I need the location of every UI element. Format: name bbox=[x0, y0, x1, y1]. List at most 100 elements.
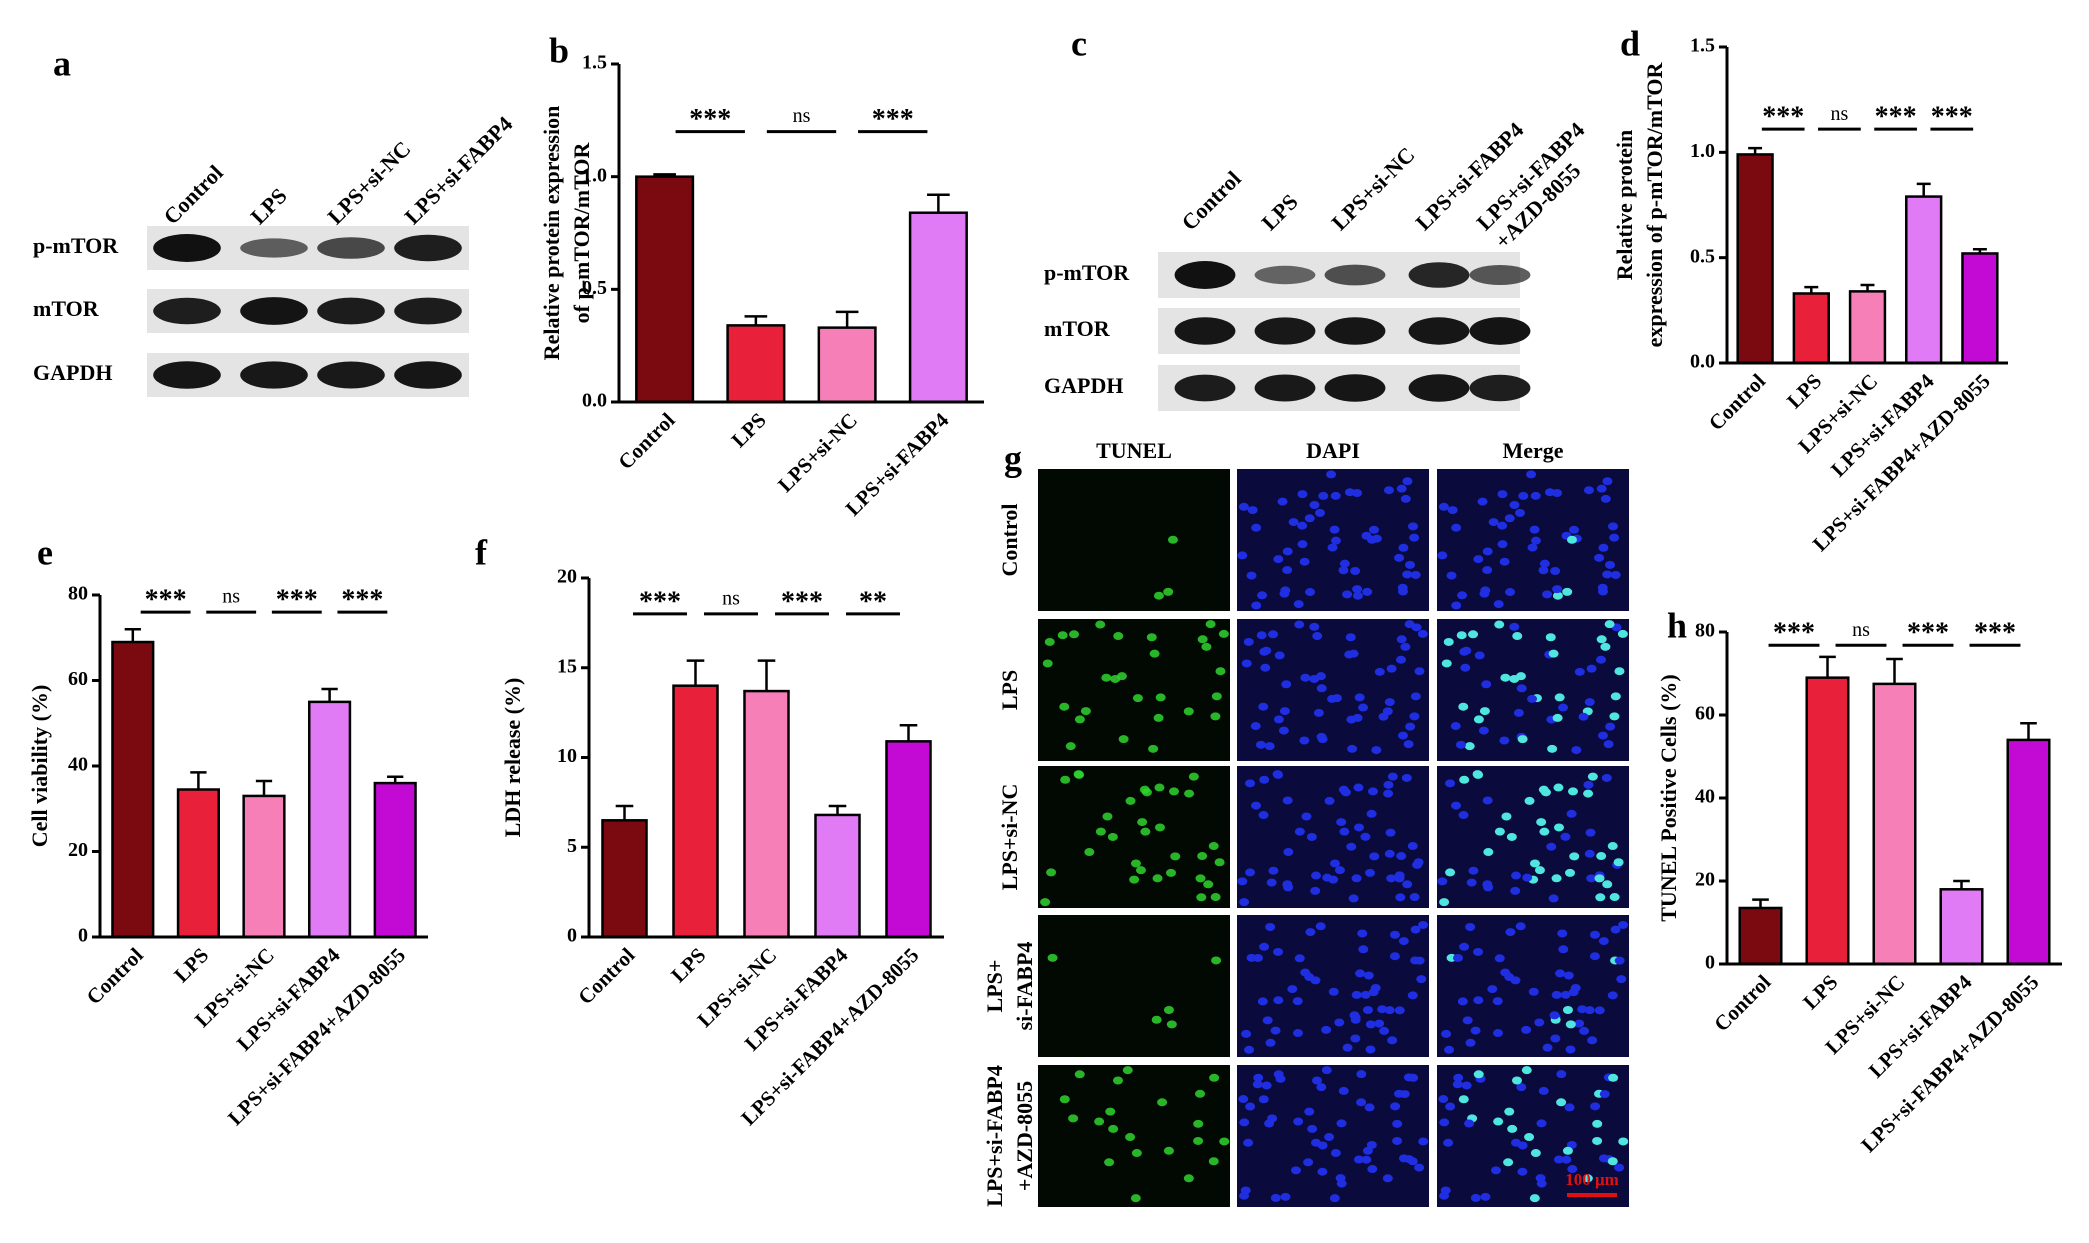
cell bbox=[1201, 642, 1212, 651]
cell bbox=[1377, 1005, 1388, 1014]
significance-label: *** bbox=[1773, 618, 1815, 649]
stain-label: TUNEL bbox=[1096, 438, 1172, 463]
cell bbox=[1562, 1146, 1573, 1155]
cell bbox=[1348, 894, 1359, 903]
y-tick-label: 40 bbox=[68, 754, 88, 776]
cell bbox=[1149, 649, 1160, 658]
cell bbox=[1315, 672, 1326, 681]
cell bbox=[1547, 744, 1558, 753]
cell bbox=[1507, 1124, 1518, 1133]
cell bbox=[1378, 712, 1389, 721]
cell bbox=[1509, 622, 1520, 631]
cell bbox=[1273, 555, 1284, 564]
significance-label: ns bbox=[722, 587, 740, 609]
cell bbox=[1346, 842, 1357, 851]
y-tick-label: 60 bbox=[1695, 703, 1715, 725]
cell bbox=[1383, 780, 1394, 789]
cell bbox=[1318, 491, 1329, 500]
cell bbox=[1561, 1155, 1572, 1164]
image-panel bbox=[1437, 766, 1629, 908]
cell bbox=[1394, 1006, 1405, 1015]
cell bbox=[1530, 1149, 1541, 1158]
group-label: LPS+ bbox=[982, 960, 1007, 1013]
cell bbox=[1313, 708, 1324, 717]
cell bbox=[1358, 945, 1369, 954]
cell bbox=[1251, 801, 1262, 810]
cell bbox=[1197, 635, 1208, 644]
cell bbox=[1280, 1192, 1291, 1201]
cell bbox=[1301, 812, 1312, 821]
cell bbox=[1264, 1119, 1275, 1128]
cell bbox=[1135, 866, 1146, 875]
cell bbox=[1365, 868, 1376, 877]
bar bbox=[1848, 290, 1887, 365]
cell bbox=[1550, 1034, 1561, 1043]
lane-label: LPS+si-FABP4 bbox=[399, 111, 517, 229]
bar bbox=[908, 211, 968, 404]
cell bbox=[1363, 971, 1374, 980]
lane-label: LPS bbox=[245, 183, 291, 229]
cell bbox=[1273, 715, 1284, 724]
cell bbox=[1504, 1107, 1515, 1116]
cell bbox=[1483, 848, 1494, 857]
cell bbox=[1596, 484, 1607, 493]
image-panel bbox=[1237, 619, 1429, 761]
cell bbox=[1607, 842, 1618, 851]
cell bbox=[1329, 525, 1340, 534]
cell bbox=[1306, 832, 1317, 841]
cell bbox=[1259, 942, 1270, 951]
cell bbox=[1577, 1005, 1588, 1014]
cell bbox=[1551, 874, 1562, 883]
significance-label: *** bbox=[1931, 102, 1973, 133]
blot-band bbox=[1469, 265, 1531, 285]
cell bbox=[1408, 1073, 1419, 1082]
cell bbox=[1060, 775, 1071, 784]
error-bar bbox=[653, 173, 676, 177]
cell bbox=[1283, 883, 1294, 892]
cell bbox=[1515, 672, 1526, 681]
x-tick-label: Control bbox=[613, 408, 679, 474]
cell bbox=[1418, 920, 1429, 929]
cell bbox=[1524, 796, 1535, 805]
cell bbox=[1273, 996, 1284, 1005]
cell bbox=[1395, 893, 1406, 902]
cell bbox=[1252, 1080, 1263, 1089]
blot-band bbox=[153, 234, 221, 262]
cell bbox=[1293, 1029, 1304, 1038]
cell bbox=[1474, 651, 1485, 660]
cell bbox=[1473, 996, 1484, 1005]
cell bbox=[1545, 633, 1556, 642]
cell bbox=[1565, 1020, 1576, 1029]
error-bar bbox=[828, 804, 847, 815]
error-bar bbox=[1860, 283, 1875, 292]
cell bbox=[1594, 1006, 1605, 1015]
cell bbox=[1282, 796, 1293, 805]
cell bbox=[1608, 1073, 1619, 1082]
cell bbox=[1548, 649, 1559, 658]
cell bbox=[1609, 712, 1620, 721]
cell bbox=[1517, 735, 1528, 744]
error-bar bbox=[387, 775, 404, 784]
cell bbox=[1101, 673, 1112, 682]
cell bbox=[1602, 880, 1613, 889]
cell bbox=[1618, 1137, 1629, 1146]
cell bbox=[1314, 508, 1325, 517]
cell bbox=[1387, 772, 1398, 781]
cell bbox=[1351, 874, 1362, 883]
cell bbox=[1294, 827, 1305, 836]
cell bbox=[1400, 642, 1411, 651]
error-bar bbox=[124, 627, 141, 643]
cell bbox=[1184, 789, 1195, 798]
cell bbox=[1113, 632, 1124, 641]
cell bbox=[1608, 522, 1619, 531]
cell bbox=[1516, 1083, 1527, 1092]
cell bbox=[1397, 731, 1408, 740]
significance-label: *** bbox=[872, 104, 914, 135]
y-axis-label: Cell viability (%) bbox=[27, 685, 52, 848]
cell bbox=[1168, 787, 1179, 796]
cell bbox=[1316, 1083, 1327, 1092]
error-bar bbox=[835, 310, 859, 328]
blot-band bbox=[1254, 265, 1316, 285]
cell bbox=[1515, 922, 1526, 931]
cell bbox=[1551, 990, 1562, 999]
